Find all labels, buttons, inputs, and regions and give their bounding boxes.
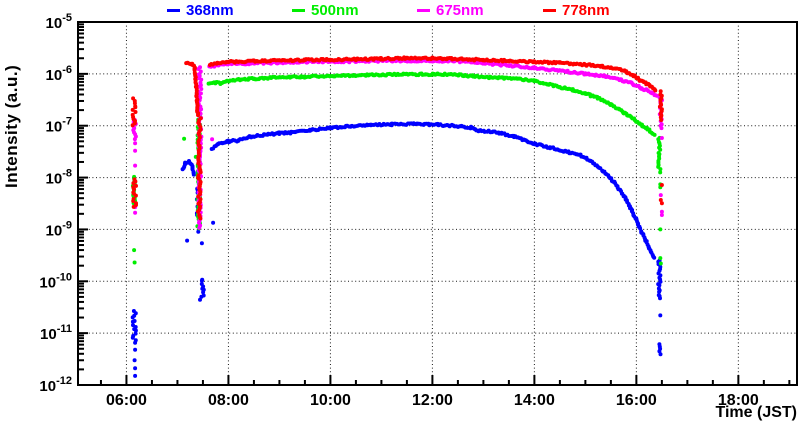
y-tick-label: 10-5 <box>46 12 72 32</box>
legend-item-675nm: 675nm <box>417 1 484 19</box>
legend-label-368nm: 368nm <box>186 1 234 19</box>
legend-label-500nm: 500nm <box>311 1 359 19</box>
series-368nm <box>130 121 663 378</box>
x-tick-label: 14:00 <box>514 392 555 409</box>
series-778nm <box>130 55 664 221</box>
y-tick-label: 10-12 <box>39 375 72 395</box>
x-axis-title: Time (JST) <box>715 404 798 421</box>
x-tick-label: 16:00 <box>616 392 657 409</box>
legend-item-778nm: 778nm <box>543 1 610 19</box>
y-tick-label: 10-8 <box>46 168 72 188</box>
legend-dash-778nm <box>543 8 556 12</box>
y-axis-title: Intensity (a.u.) <box>2 64 21 188</box>
x-tick-label: 10:00 <box>310 392 351 409</box>
legend-dash-368nm <box>167 8 180 12</box>
legend-label-778nm: 778nm <box>562 1 610 19</box>
x-tick-label: 12:00 <box>412 392 453 409</box>
y-tick-label: 10-11 <box>40 323 72 343</box>
plot-frame <box>77 21 798 386</box>
series-500nm <box>130 71 663 266</box>
legend-item-368nm: 368nm <box>167 1 234 19</box>
legend-label-675nm: 675nm <box>436 1 484 19</box>
y-tick-label: 10-9 <box>46 219 72 239</box>
legend-dash-675nm <box>417 8 430 12</box>
y-tick-label: 10-6 <box>46 64 72 84</box>
legend-dash-500nm <box>292 8 305 12</box>
x-tick-label: 18:00 <box>718 392 759 409</box>
y-tick-label: 10-10 <box>39 271 72 291</box>
x-tick-label: 06:00 <box>106 392 147 409</box>
legend-item-500nm: 500nm <box>292 1 359 19</box>
x-tick-label: 08:00 <box>208 392 249 409</box>
y-tick-label: 10-7 <box>46 116 72 136</box>
